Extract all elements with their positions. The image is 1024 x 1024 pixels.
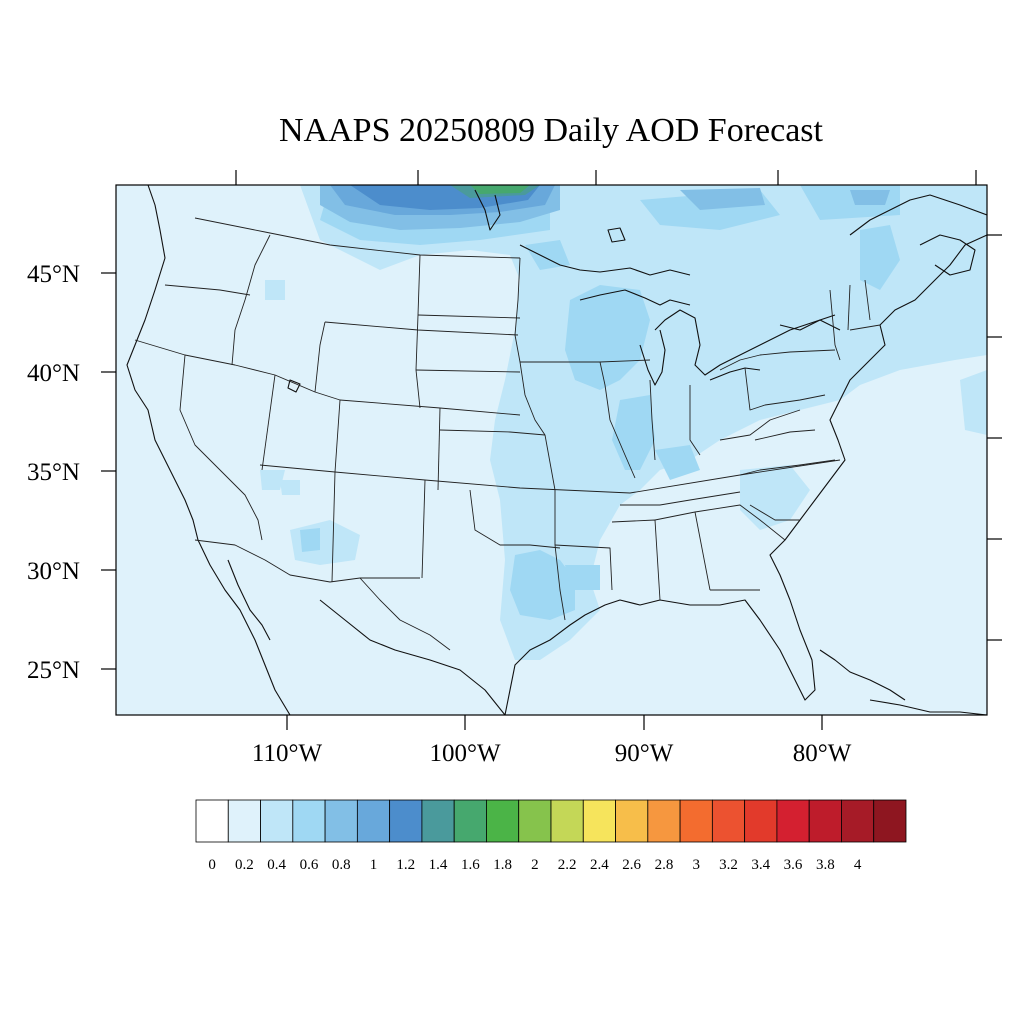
lon-label: 80°W bbox=[793, 740, 852, 767]
colorbar-swatch bbox=[841, 799, 875, 843]
colorbar-swatch bbox=[292, 799, 326, 843]
lon-label: 90°W bbox=[615, 740, 674, 767]
colorbar-labels: 0 0.2 0.4 0.6 0.8 1 1.2 1.4 1.6 1.8 2 2.2 2.4 2.6 2.8 3… bbox=[208, 857, 861, 873]
colorbar-label: 1.6 bbox=[461, 857, 480, 873]
colorbar-swatch bbox=[260, 799, 294, 843]
lat-label: 45°N bbox=[27, 261, 80, 288]
colorbar-label: 2.2 bbox=[558, 857, 577, 873]
colorbar-label: 0.8 bbox=[332, 857, 351, 873]
colorbar-label: 1.4 bbox=[429, 857, 448, 873]
colorbar-label: 1.2 bbox=[396, 857, 415, 873]
state-borders bbox=[134, 217, 881, 651]
colorbar-swatch bbox=[550, 799, 584, 843]
colorbar-label: 2.4 bbox=[590, 857, 609, 873]
lon-label: 110°W bbox=[252, 740, 323, 767]
map-title: NAAPS 20250809 Daily AOD Forecast bbox=[279, 112, 824, 149]
colorbar-label: 4 bbox=[854, 857, 862, 873]
latitude-labels: 45°N 40°N 35°N 30°N 25°N bbox=[27, 261, 80, 684]
colorbar-label: 1 bbox=[370, 857, 378, 873]
map-frame bbox=[115, 184, 988, 716]
colorbar-label: 2 bbox=[531, 857, 539, 873]
colorbar-label: 0.4 bbox=[267, 857, 286, 873]
colorbar-swatch bbox=[486, 799, 520, 843]
colorbar-swatch bbox=[808, 799, 842, 843]
colorbar-label: 2.8 bbox=[655, 857, 674, 873]
colorbar-label: 3.6 bbox=[784, 857, 803, 873]
colorbar-label: 3.8 bbox=[816, 857, 835, 873]
colorbar-swatch bbox=[711, 799, 746, 843]
colorbar-swatch bbox=[356, 799, 391, 843]
colorbar-swatch bbox=[421, 799, 455, 843]
aod-field bbox=[126, 185, 987, 715]
colorbar-swatch bbox=[615, 799, 649, 843]
colorbar-swatch bbox=[227, 799, 261, 843]
colorbar-swatch bbox=[647, 799, 681, 843]
axis-ticks bbox=[101, 170, 1002, 730]
colorbar-label: 0 bbox=[208, 857, 216, 873]
colorbar-swatch bbox=[389, 799, 423, 843]
colorbar-swatches bbox=[195, 799, 907, 843]
colorbar-label: 3.4 bbox=[751, 857, 770, 873]
map-panel bbox=[115, 184, 988, 716]
colorbar-label: 1.8 bbox=[493, 857, 512, 873]
lat-label: 25°N bbox=[27, 657, 80, 684]
colorbar-label: 3 bbox=[692, 857, 700, 873]
lat-label: 35°N bbox=[27, 459, 80, 486]
colorbar-label: 0.6 bbox=[300, 857, 319, 873]
colorbar-label: 0.2 bbox=[235, 857, 254, 873]
colorbar-swatch bbox=[324, 799, 358, 843]
lon-label: 100°W bbox=[429, 740, 500, 767]
colorbar-swatch bbox=[518, 799, 552, 843]
colorbar-swatch bbox=[195, 799, 229, 843]
colorbar-swatch bbox=[873, 799, 907, 843]
colorbar-swatch bbox=[679, 799, 713, 843]
longitude-labels: 110°W 100°W 90°W 80°W bbox=[252, 740, 852, 767]
colorbar-swatch bbox=[744, 799, 778, 843]
colorbar-label: 3.2 bbox=[719, 857, 738, 873]
colorbar-swatch bbox=[582, 799, 616, 843]
lat-label: 40°N bbox=[27, 360, 80, 387]
colorbar-label: 2.6 bbox=[622, 857, 641, 873]
aod-level-1.4-1.6 bbox=[470, 185, 530, 194]
colorbar: 0 0.2 0.4 0.6 0.8 1 1.2 1.4 1.6 1.8 2 2.2 2.4 2.6 2.8 3… bbox=[195, 799, 907, 873]
coastlines bbox=[126, 185, 987, 715]
lat-label: 30°N bbox=[27, 558, 80, 585]
colorbar-swatch bbox=[776, 799, 810, 843]
colorbar-swatch bbox=[453, 799, 487, 843]
